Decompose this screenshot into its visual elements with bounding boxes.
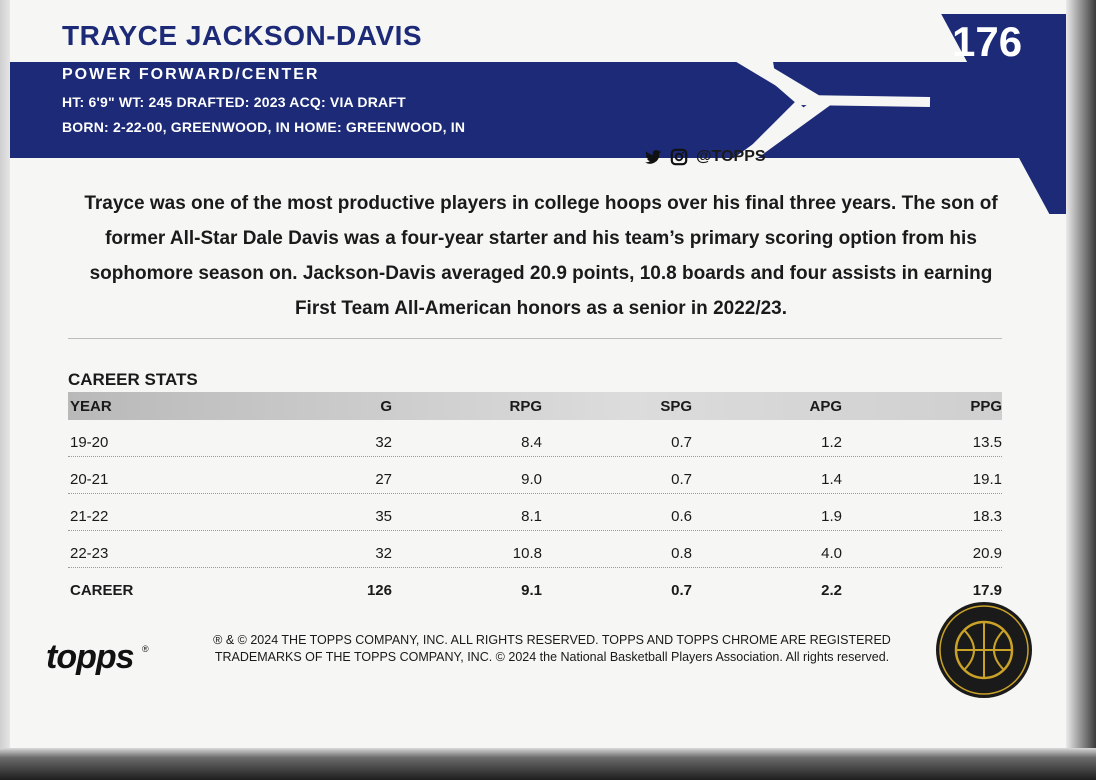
cell-rpg: 10.8 <box>512 545 542 562</box>
cell-year: 21-22 <box>70 508 109 525</box>
cell-spg: 0.7 <box>671 434 692 451</box>
sleeve-edge-right <box>1066 0 1096 780</box>
cell-ppg: 13.5 <box>972 434 1002 451</box>
cell-g: 27 <box>375 471 392 488</box>
header-band <box>10 62 1066 158</box>
cell-apg: 1.9 <box>821 508 842 525</box>
table-row: 20-21 27 9.0 0.7 1.4 19.1 <box>68 457 1002 494</box>
cell-year: CAREER <box>70 582 134 599</box>
cell-spg: 0.7 <box>671 582 692 599</box>
stats-header-row: YEAR G RPG SPG APG PPG <box>68 392 1002 420</box>
cell-year: 19-20 <box>70 434 109 451</box>
twitter-icon <box>644 150 662 164</box>
cell-rpg: 9.1 <box>521 582 542 599</box>
legal-line-2: TRADEMARKS OF THE TOPPS COMPANY, INC. © … <box>214 650 890 664</box>
cell-g: 35 <box>375 508 392 525</box>
player-position: POWER FORWARD/CENTER <box>62 66 320 83</box>
trading-card-back: TRAYCE JACKSON-DAVIS POWER FORWARD/CENTE… <box>10 0 1066 748</box>
cell-g: 126 <box>366 582 392 599</box>
legal-line-1: ® & © 2024 THE TOPPS COMPANY, INC. ALL R… <box>213 633 891 647</box>
bio-paragraph: Trayce was one of the most productive pl… <box>84 193 998 319</box>
nbpa-seal-icon <box>936 602 1032 698</box>
topps-logo: topps <box>46 638 135 676</box>
cell-g: 32 <box>375 434 392 451</box>
cell-year: 22-23 <box>70 545 109 562</box>
col-header-ppg: PPG <box>970 398 1002 415</box>
social-handles: @TOPPS <box>644 148 766 166</box>
card-number: 176 <box>952 18 1023 65</box>
col-header-year: YEAR <box>70 398 112 415</box>
sleeve-bottom <box>0 748 1096 780</box>
cell-apg: 2.2 <box>821 582 842 599</box>
cell-apg: 1.2 <box>821 434 842 451</box>
cell-spg: 0.6 <box>671 508 692 525</box>
career-stats-table: YEAR G RPG SPG APG PPG 19-20 32 8.4 0.7 … <box>68 392 1002 604</box>
registered-mark: ® <box>142 644 149 654</box>
divider <box>68 338 1002 339</box>
x-graphic-icon <box>666 14 931 190</box>
bio-line-2: BORN: 2-22-00, GREENWOOD, IN HOME: GREEN… <box>62 119 466 135</box>
table-row: 22-23 32 10.8 0.8 4.0 20.9 <box>68 531 1002 568</box>
col-header-spg: SPG <box>660 398 692 415</box>
cell-rpg: 9.0 <box>521 471 542 488</box>
cell-rpg: 8.1 <box>521 508 542 525</box>
legal-text: ® & © 2024 THE TOPPS COMPANY, INC. ALL R… <box>182 632 922 666</box>
cell-ppg: 19.1 <box>972 471 1002 488</box>
table-row-career-total: CAREER 126 9.1 0.7 2.2 17.9 <box>68 568 1002 604</box>
col-header-rpg: RPG <box>509 398 542 415</box>
table-row: 19-20 32 8.4 0.7 1.2 13.5 <box>68 420 1002 457</box>
col-header-g: G <box>380 398 392 415</box>
cell-ppg: 20.9 <box>972 545 1002 562</box>
player-name: TRAYCE JACKSON-DAVIS <box>62 20 423 51</box>
cell-rpg: 8.4 <box>521 434 542 451</box>
table-row: 21-22 35 8.1 0.6 1.9 18.3 <box>68 494 1002 531</box>
col-header-apg: APG <box>809 398 842 415</box>
cell-spg: 0.8 <box>671 545 692 562</box>
header-top <box>10 0 1066 62</box>
cell-ppg: 18.3 <box>972 508 1002 525</box>
instagram-icon <box>670 148 688 166</box>
stats-title: CAREER STATS <box>68 370 198 389</box>
cell-apg: 4.0 <box>821 545 842 562</box>
cell-year: 20-21 <box>70 471 109 488</box>
cell-spg: 0.7 <box>671 471 692 488</box>
cell-apg: 1.4 <box>821 471 842 488</box>
cell-ppg: 17.9 <box>972 582 1002 599</box>
cell-g: 32 <box>375 545 392 562</box>
social-handle-text: @TOPPS <box>696 148 766 165</box>
bio-line-1: HT: 6'9" WT: 245 DRAFTED: 2023 ACQ: VIA … <box>62 94 406 110</box>
